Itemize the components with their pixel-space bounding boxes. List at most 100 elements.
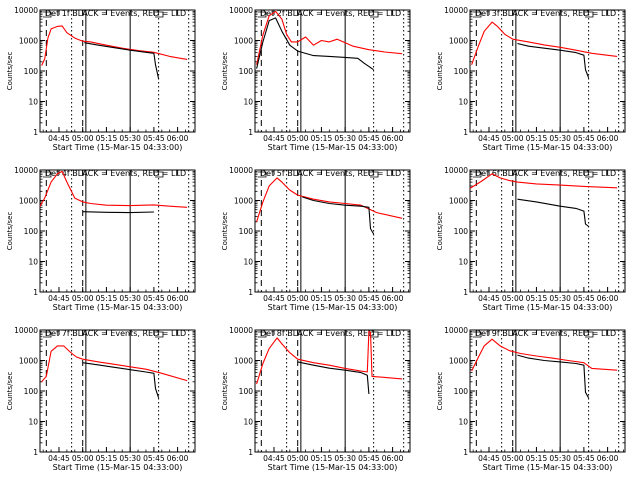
x-tick-label: 05:30: [119, 134, 141, 143]
series-lld-line: [39, 170, 188, 208]
x-tick-label: 05:30: [119, 454, 141, 463]
x-axis-label: Start Time (15-Mar-15 04:33:00): [268, 463, 398, 472]
panel-det-4f: Det 4f BLACK = Events, RED = LLD 1 10 100 10…: [6, 166, 196, 312]
y-tick-label: 100: [239, 227, 254, 236]
x-tick-label: 04:45: [263, 134, 285, 143]
x-tick-label: 05:15: [96, 294, 118, 303]
panel-det-2f: Det 2f BLACK = Events, RED = LLD 1 10 100 10…: [221, 6, 411, 152]
y-tick-label: 10000: [229, 166, 253, 175]
x-tick-label: 06:00: [167, 134, 189, 143]
x-tick-label: 05:45: [143, 454, 165, 463]
y-tick-label: 1: [248, 128, 253, 137]
x-tick-label: 05:30: [119, 294, 141, 303]
x-tick-label: 04:45: [48, 454, 70, 463]
x-tick-label: 05:00: [287, 294, 309, 303]
x-tick-label: 05:30: [549, 294, 571, 303]
y-tick-label: 10: [458, 418, 468, 427]
y-axis-label: Counts/sec: [6, 52, 14, 91]
plot-frame: [39, 169, 196, 293]
x-tick-label: 04:45: [48, 134, 70, 143]
corner-marker-left: [473, 11, 482, 18]
x-tick-label: 05:15: [311, 134, 333, 143]
x-tick-label: 05:30: [549, 454, 571, 463]
y-tick-label: 1: [248, 448, 253, 457]
x-tick-label: 05:45: [143, 294, 165, 303]
y-tick-label: 100: [454, 67, 469, 76]
plot-frame: [254, 9, 411, 133]
x-axis-label: Start Time (15-Mar-15 04:33:00): [53, 463, 183, 472]
y-tick-label: 10000: [229, 326, 253, 335]
x-tick-label: 06:00: [167, 294, 189, 303]
y-tick-label: 1: [33, 128, 38, 137]
y-tick-label: 10: [28, 418, 38, 427]
x-tick-label: 05:45: [573, 294, 595, 303]
x-axis-label: Start Time (15-Mar-15 04:33:00): [53, 303, 183, 312]
y-tick-label: 1: [463, 128, 468, 137]
y-tick-label: 10000: [444, 326, 468, 335]
corner-marker-right: [585, 171, 594, 178]
series-lld-line: [256, 177, 403, 222]
y-tick-label: 1000: [449, 37, 468, 46]
series-events-line: [302, 196, 375, 235]
x-tick-label: 05:00: [287, 134, 309, 143]
panel-title: Det 9f BLACK = Events, RED = LLD: [475, 329, 616, 338]
series-events-line: [82, 362, 160, 398]
corner-marker-left: [258, 171, 267, 178]
y-tick-label: 10: [458, 98, 468, 107]
x-tick-label: 05:00: [502, 454, 524, 463]
x-tick-label: 05:30: [334, 454, 356, 463]
x-axis-label: Start Time (15-Mar-15 04:33:00): [53, 143, 183, 152]
x-tick-label: 05:00: [72, 454, 94, 463]
series-events-line: [84, 42, 160, 80]
y-tick-label: 10: [243, 258, 253, 267]
plot-frame: [254, 169, 411, 293]
panel-det-5f: Det 5f BLACK = Events, RED = LLD 1 10 100 10…: [221, 166, 411, 312]
series-events-line: [82, 211, 154, 214]
x-tick-label: 05:15: [311, 294, 333, 303]
panel-title: Det 5f BLACK = Events, RED = LLD: [260, 169, 401, 178]
x-tick-label: 05:45: [358, 454, 380, 463]
y-tick-label: 1000: [234, 197, 253, 206]
corner-marker-left: [473, 171, 482, 178]
panel-det-7f: Det 7f BLACK = Events, RED = LLD 1 10 100 10…: [6, 326, 196, 472]
x-axis-label: Start Time (15-Mar-15 04:33:00): [483, 463, 613, 472]
x-axis-label: Start Time (15-Mar-15 04:33:00): [483, 303, 613, 312]
panel-det-6f: Det 6f BLACK = Events, RED = LLD 1 10 100 10…: [436, 166, 626, 312]
x-tick-label: 05:15: [96, 134, 118, 143]
x-tick-label: 05:30: [334, 294, 356, 303]
corner-marker-left: [43, 11, 52, 18]
series-lld-line: [471, 21, 618, 65]
x-tick-label: 05:45: [143, 134, 165, 143]
x-tick-label: 05:15: [526, 294, 548, 303]
y-axis-label: Counts/sec: [6, 212, 14, 251]
corner-marker-right: [585, 11, 594, 18]
y-tick-label: 1: [33, 448, 38, 457]
panel-title: Det 4f BLACK = Events, RED = LLD: [45, 169, 186, 178]
corner-marker-left: [258, 11, 267, 18]
y-axis-label: Counts/sec: [221, 372, 229, 411]
y-tick-label: 100: [24, 387, 39, 396]
y-tick-label: 1: [463, 288, 468, 297]
y-axis-label: Counts/sec: [221, 212, 229, 251]
panel-title: Det 8f BLACK = Events, RED = LLD: [260, 329, 401, 338]
x-tick-label: 05:00: [502, 294, 524, 303]
y-tick-label: 10000: [229, 6, 253, 15]
series-events-line: [517, 198, 589, 227]
series-lld-line: [41, 345, 188, 383]
y-axis-label: Counts/sec: [436, 52, 444, 91]
corner-marker-right: [585, 331, 594, 338]
x-tick-label: 05:15: [96, 454, 118, 463]
x-tick-label: 06:00: [167, 454, 189, 463]
y-tick-label: 100: [239, 67, 254, 76]
y-tick-label: 1000: [234, 37, 253, 46]
x-tick-label: 05:45: [573, 454, 595, 463]
corner-marker-right: [155, 11, 164, 18]
series-events-line: [297, 361, 370, 395]
plot-frame: [254, 329, 411, 453]
panel-title: Det 3f BLACK = Events, RED = LLD: [475, 9, 616, 18]
corner-marker-right: [155, 331, 164, 338]
y-tick-label: 10000: [14, 166, 38, 175]
y-tick-label: 1000: [449, 197, 468, 206]
y-tick-label: 100: [24, 227, 39, 236]
